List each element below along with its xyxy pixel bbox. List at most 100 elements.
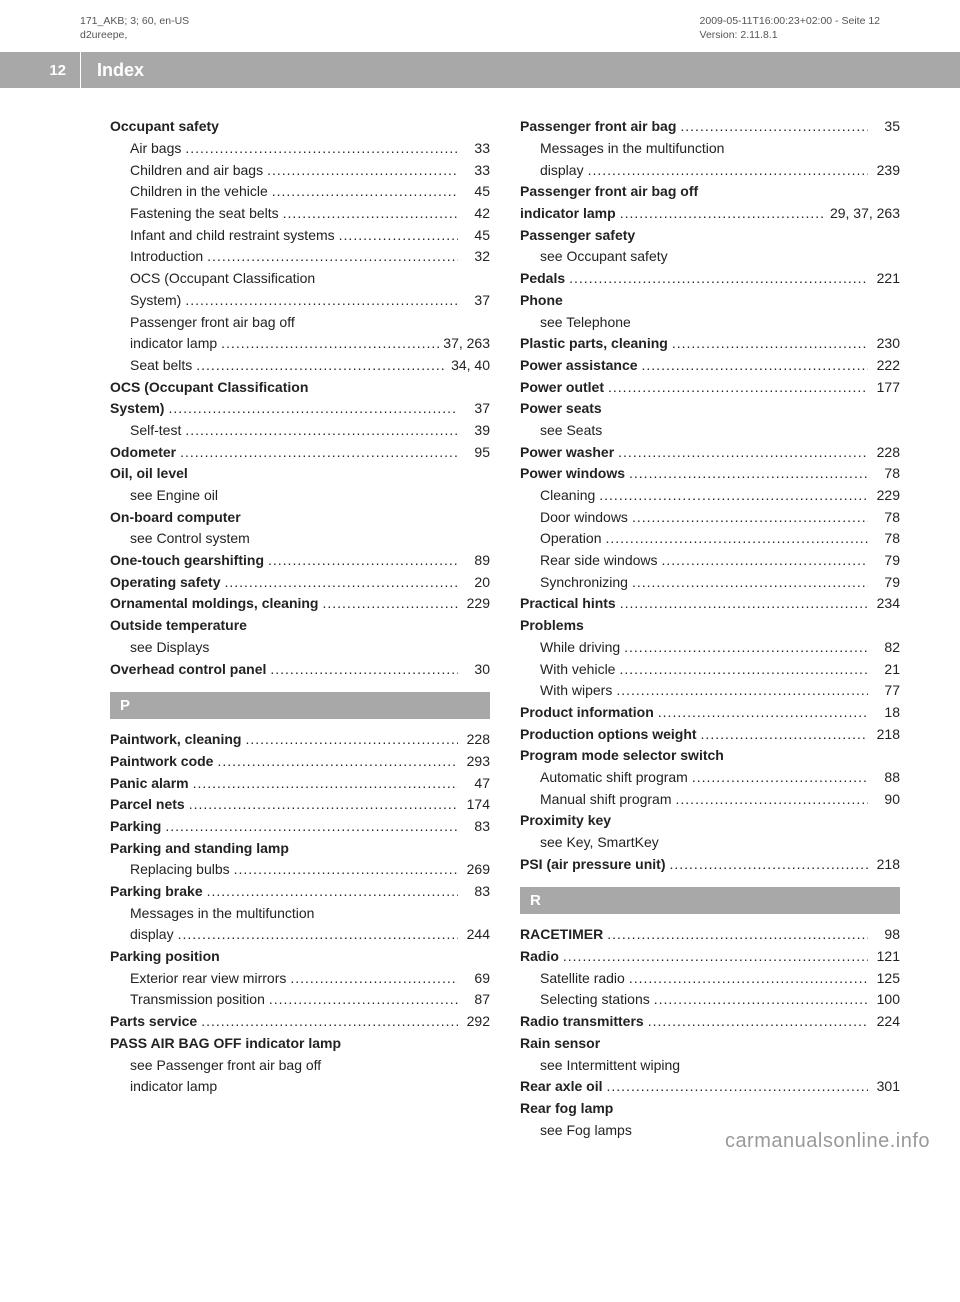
index-entry-page: 177: [872, 377, 900, 399]
index-entry: Panic alarm47: [110, 773, 490, 795]
leader-dots: [178, 924, 458, 946]
index-entry: RACETIMER98: [520, 924, 900, 946]
index-entry: Parking position: [110, 946, 490, 968]
index-entry-label: Parking brake: [110, 881, 203, 903]
index-entry: PASS AIR BAG OFF indicator lamp: [110, 1033, 490, 1055]
index-entry-label: Cleaning: [540, 485, 595, 507]
index-entry: Proximity key: [520, 810, 900, 832]
leader-dots: [607, 924, 868, 946]
index-entry-page: 229: [462, 593, 490, 615]
leader-dots: [224, 572, 458, 594]
index-entry-label: Replacing bulbs: [130, 859, 230, 881]
index-entry: Messages in the multifunction: [520, 138, 900, 160]
index-entry-page: 90: [872, 789, 900, 811]
index-entry-page: 121: [872, 946, 900, 968]
index-entry-label: see Control system: [130, 528, 250, 550]
index-entry: Fastening the seat belts42: [110, 203, 490, 225]
leader-dots: [605, 528, 868, 550]
index-entry-page: 78: [872, 528, 900, 550]
leader-dots: [268, 550, 458, 572]
leader-dots: [669, 854, 868, 876]
index-entry-page: 21: [872, 659, 900, 681]
index-entry-label: Odometer: [110, 442, 176, 464]
section-title: Index: [81, 52, 960, 88]
index-entry-label: indicator lamp: [130, 1076, 217, 1098]
index-entry: Passenger front air bag off: [110, 312, 490, 334]
leader-dots: [267, 160, 458, 182]
index-entry-page: 88: [872, 767, 900, 789]
index-entry-label: Parts service: [110, 1011, 197, 1033]
index-entry-label: Parcel nets: [110, 794, 185, 816]
index-entry-label: Power windows: [520, 463, 625, 485]
leader-dots: [185, 138, 458, 160]
index-column-right: Passenger front air bag35Messages in the…: [520, 116, 900, 1141]
index-entry-label: PASS AIR BAG OFF indicator lamp: [110, 1033, 341, 1055]
index-entry-page: 20: [462, 572, 490, 594]
index-entry-page: 224: [872, 1011, 900, 1033]
index-entry: Program mode selector switch: [520, 745, 900, 767]
index-entry-page: 79: [872, 572, 900, 594]
index-entry-page: 37: [462, 290, 490, 312]
index-entry: see Control system: [110, 528, 490, 550]
leader-dots: [269, 989, 458, 1011]
index-entry-page: 301: [872, 1076, 900, 1098]
leader-dots: [272, 181, 458, 203]
index-entry: Operation78: [520, 528, 900, 550]
index-entry: Parcel nets 174: [110, 794, 490, 816]
index-entry-page: 35: [872, 116, 900, 138]
index-entry: Parking83: [110, 816, 490, 838]
index-entry: Air bags33: [110, 138, 490, 160]
index-entry: Production options weight218: [520, 724, 900, 746]
index-entry-page: 33: [462, 160, 490, 182]
index-entry-label: Plastic parts, cleaning: [520, 333, 668, 355]
index-entry-label: indicator lamp: [520, 203, 616, 225]
index-entry: Passenger safety: [520, 225, 900, 247]
index-entry-label: Seat belts: [130, 355, 192, 377]
index-entry-label: Passenger safety: [520, 225, 635, 247]
index-entry: display239: [520, 160, 900, 182]
index-entry-label: Power washer: [520, 442, 614, 464]
index-entry: Messages in the multifunction: [110, 903, 490, 925]
leader-dots: [234, 859, 458, 881]
index-entry: Door windows78: [520, 507, 900, 529]
index-entry-label: Rain sensor: [520, 1033, 600, 1055]
index-entry: System) 37: [110, 290, 490, 312]
index-entry-label: Operating safety: [110, 572, 220, 594]
index-entry-label: OCS (Occupant Classification: [130, 268, 315, 290]
index-entry-page: 87: [462, 989, 490, 1011]
index-entry-label: Proximity key: [520, 810, 611, 832]
document-metadata: 171_AKB; 3; 60, en-US d2ureepe, 2009-05-…: [0, 0, 960, 52]
index-entry: Introduction32: [110, 246, 490, 268]
index-letter-header: R: [520, 887, 900, 914]
leader-dots: [185, 420, 458, 442]
index-entry-label: Children and air bags: [130, 160, 263, 182]
index-entry: Exterior rear view mirrors69: [110, 968, 490, 990]
index-entry: Practical hints234: [520, 593, 900, 615]
index-entry-page: 174: [462, 794, 490, 816]
index-entry-label: see Telephone: [540, 312, 631, 334]
index-entry: Power washer228: [520, 442, 900, 464]
index-entry-label: With wipers: [540, 680, 612, 702]
index-entry-page: 77: [872, 680, 900, 702]
index-entry-label: Rear fog lamp: [520, 1098, 613, 1120]
index-entry-page: 83: [462, 816, 490, 838]
index-entry-page: 79: [872, 550, 900, 572]
page-header: 12 Index: [0, 52, 960, 88]
index-entry-page: 37: [462, 398, 490, 420]
leader-dots: [619, 659, 868, 681]
meta-right-line2: Version: 2.11.8.1: [700, 28, 880, 42]
index-entry: Cleaning229: [520, 485, 900, 507]
leader-dots: [599, 485, 868, 507]
index-entry-label: see Displays: [130, 637, 209, 659]
index-entry-page: 32: [462, 246, 490, 268]
index-entry-page: 98: [872, 924, 900, 946]
index-entry-page: 82: [872, 637, 900, 659]
index-entry: Parking and standing lamp: [110, 838, 490, 860]
index-entry: Children in the vehicle45: [110, 181, 490, 203]
index-entry-label: Power outlet: [520, 377, 604, 399]
index-entry-label: System): [130, 290, 181, 312]
index-columns: Occupant safetyAir bags33Children and ai…: [0, 116, 960, 1181]
index-entry: Problems: [520, 615, 900, 637]
index-entry-label: Selecting stations: [540, 989, 650, 1011]
leader-dots: [588, 160, 868, 182]
